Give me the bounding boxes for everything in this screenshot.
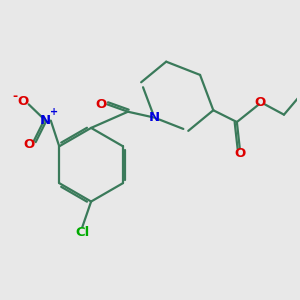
Text: N: N <box>40 114 51 127</box>
Text: O: O <box>24 138 35 151</box>
Text: N: N <box>149 111 160 124</box>
Text: O: O <box>234 147 245 160</box>
Text: +: + <box>50 107 58 117</box>
Text: Cl: Cl <box>75 226 89 239</box>
Text: O: O <box>255 95 266 109</box>
Text: -: - <box>13 90 18 103</box>
Text: O: O <box>95 98 106 111</box>
Text: O: O <box>18 95 29 108</box>
